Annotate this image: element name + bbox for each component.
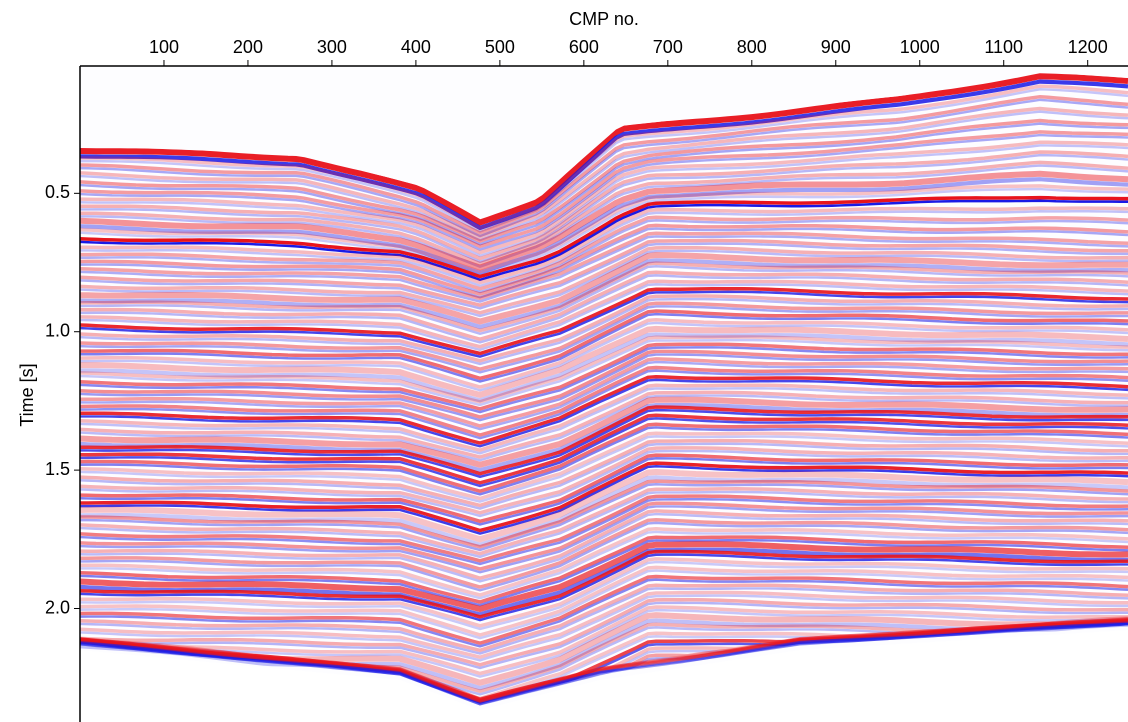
x-tick-label: 400: [401, 37, 431, 57]
x-tick-label: 1100: [984, 37, 1023, 57]
y-tick-label: 2.0: [45, 597, 70, 617]
y-axis-label: Time [s]: [17, 363, 37, 426]
x-tick-label: 1200: [1068, 37, 1108, 57]
y-tick-label: 1.0: [45, 320, 70, 340]
y-tick-label: 1.5: [45, 459, 70, 479]
y-tick-label: 0.5: [45, 182, 70, 202]
x-axis-label: CMP no.: [569, 9, 639, 29]
x-tick-label: 300: [317, 37, 347, 57]
x-tick-label: 200: [233, 37, 263, 57]
x-tick-label: 1000: [900, 37, 940, 57]
chart: CMP no. Time [s] 100 200 300 400 500 600 700 80…: [0, 0, 1128, 722]
x-tick-label: 100: [149, 37, 179, 57]
x-tick-label: 700: [653, 37, 683, 57]
x-tick-label: 500: [485, 37, 515, 57]
x-tick-label: 600: [569, 37, 599, 57]
x-tick-label: 900: [821, 37, 851, 57]
x-tick-label: 800: [737, 37, 767, 57]
